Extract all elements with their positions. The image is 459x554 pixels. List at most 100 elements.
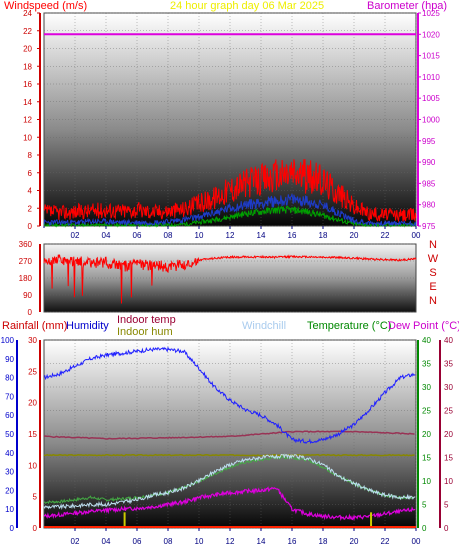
wind-series	[43, 33, 417, 228]
tick-label: 995	[422, 137, 436, 146]
time-tick-label: 14	[257, 231, 266, 240]
direction-series	[43, 254, 417, 304]
time-tick-label: 14	[257, 537, 266, 546]
dewpoint-tick-label: 30	[444, 383, 453, 392]
temperature-axis-label: Temperature (°C)	[307, 320, 391, 332]
temperature-tick-label: 40	[422, 336, 431, 345]
tick-label: 18	[23, 62, 32, 71]
time-tick-label: 04	[102, 537, 111, 546]
temperature-tick-label: 10	[422, 477, 431, 486]
time-tick-label: 00	[412, 537, 421, 546]
tick-label: 1020	[422, 30, 440, 39]
humidity-tick-label: 20	[5, 486, 14, 495]
tick-label: 6	[28, 169, 33, 178]
tick-label: 10	[23, 133, 32, 142]
time-tick-label: 12	[226, 231, 235, 240]
tick-label: 14	[23, 98, 32, 107]
time-tick-label: 18	[319, 537, 328, 546]
dewpoint-axis-label: Dew Point (°C)	[388, 320, 459, 332]
humidity-line	[43, 346, 416, 445]
wind-average-line	[43, 193, 417, 228]
tick-label: 1005	[422, 94, 440, 103]
tick-label: 90	[23, 291, 32, 300]
humidity-tick-label: 0	[10, 524, 15, 533]
humidity-tick-label: 60	[5, 411, 14, 420]
dewpoint-tick-label: 25	[444, 407, 453, 416]
tick-label: 22	[23, 27, 32, 36]
tick-label: 8	[28, 151, 33, 160]
time-tick-label: 20	[350, 231, 359, 240]
time-tick-label: 08	[164, 231, 173, 240]
windspeed-axis-label: Windspeed (m/s)	[4, 0, 87, 12]
temperature-tick-label: 5	[422, 501, 427, 510]
compass-label: N	[429, 295, 437, 307]
dewpoint-tick-label: 10	[444, 477, 453, 486]
temperature-tick-label: 30	[422, 383, 431, 392]
time-tick-label: 18	[319, 231, 328, 240]
dewpoint-tick-label: 35	[444, 360, 453, 369]
tick-label: 1010	[422, 73, 440, 82]
direction-panel-grid	[44, 243, 416, 313]
tick-label: 16	[23, 80, 32, 89]
tick-label: 20	[23, 45, 32, 54]
barometer-axis-label: Barometer (hpa)	[367, 0, 447, 12]
rainfall-tick-label: 20	[28, 399, 37, 408]
time-tick-label: 16	[288, 231, 297, 240]
direction-axis: 0 90 180 270 360	[19, 240, 41, 317]
rainfall-tick-label: 10	[28, 461, 37, 470]
tick-label: 1000	[422, 116, 440, 125]
humidity-tick-label: 50	[5, 430, 14, 439]
tick-label: 12	[23, 116, 32, 125]
wind-low-line	[43, 205, 417, 228]
tick-label: 0	[28, 308, 33, 317]
dewpoint-line	[43, 486, 416, 522]
tick-label: 985	[422, 179, 436, 188]
tick-label: 975	[422, 222, 436, 231]
rainfall-tick-label: 25	[28, 367, 37, 376]
humidity-tick-label: 90	[5, 355, 14, 364]
indoor-temp-label: Indoor temp	[117, 314, 176, 326]
rainfall-tick-label: 15	[28, 430, 37, 439]
compass-label: S	[429, 267, 436, 279]
temperature-tick-label: 35	[422, 360, 431, 369]
temperature-tick-label: 0	[422, 524, 427, 533]
temperature-tick-label: 20	[422, 430, 431, 439]
dewpoint-tick-label: 40	[444, 336, 453, 345]
indoor-temperature-line	[43, 430, 415, 440]
time-tick-label: 02	[71, 231, 80, 240]
time-tick-label: 12	[226, 537, 235, 546]
tick-label: 1015	[422, 52, 440, 61]
time-tick-label: 02	[71, 537, 80, 546]
tick-label: 270	[19, 257, 33, 266]
tick-label: 0	[28, 222, 33, 231]
humidity-axis-label: Humidity	[66, 320, 109, 332]
dewpoint-tick-label: 20	[444, 430, 453, 439]
time-tick-label: 10	[195, 537, 204, 546]
humidity-tick-label: 100	[1, 336, 15, 345]
time-tick-label: 16	[288, 537, 297, 546]
windchill-line	[43, 453, 416, 511]
windchill-label: Windchill	[242, 320, 286, 332]
graph-title: 24 hour graph day 06 Mar 2025	[170, 0, 324, 12]
humidity-tick-label: 70	[5, 392, 14, 401]
compass-label: N	[429, 239, 437, 251]
tick-label: 180	[19, 274, 33, 283]
dewpoint-tick-label: 5	[444, 501, 449, 510]
tick-label: 2	[28, 204, 33, 213]
time-tick-label: 06	[133, 231, 142, 240]
humidity-tick-label: 80	[5, 374, 14, 383]
compass-label: W	[428, 253, 439, 265]
wind-direction-line	[43, 254, 417, 304]
wind-panel-time-axis: 02 04 06 08 10 12 14 16 18 20 22 00	[43, 226, 421, 240]
rainfall-tick-label: 0	[33, 524, 38, 533]
time-tick-label: 04	[102, 231, 111, 240]
temperature-tick-label: 25	[422, 407, 431, 416]
humidity-tick-label: 10	[5, 505, 14, 514]
time-tick-label: 08	[164, 537, 173, 546]
tick-label: 980	[422, 201, 436, 210]
time-tick-label: 22	[381, 231, 390, 240]
rainfall-tick-label: 30	[28, 336, 37, 345]
